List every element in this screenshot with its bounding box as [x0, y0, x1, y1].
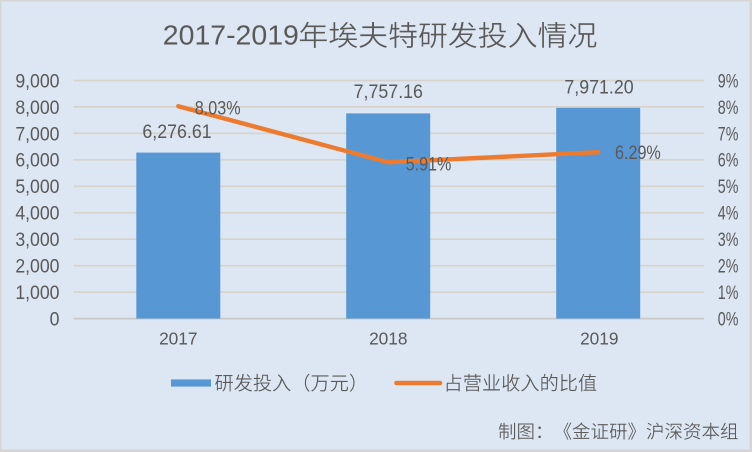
svg-text:4,000: 4,000: [15, 202, 59, 224]
svg-text:9,000: 9,000: [15, 70, 59, 92]
svg-text:2%: 2%: [718, 256, 739, 277]
svg-text:2,000: 2,000: [15, 255, 59, 277]
svg-text:7%: 7%: [718, 123, 739, 144]
svg-text:5%: 5%: [718, 176, 739, 197]
svg-text:7,757.16: 7,757.16: [354, 80, 423, 102]
svg-text:4%: 4%: [718, 203, 739, 224]
svg-text:5,000: 5,000: [15, 176, 59, 198]
svg-text:3%: 3%: [718, 229, 739, 250]
svg-text:1%: 1%: [718, 282, 739, 303]
svg-text:2019: 2019: [580, 328, 618, 348]
svg-text:5.91%: 5.91%: [406, 153, 452, 175]
svg-text:2018: 2018: [369, 328, 407, 348]
svg-text:7,971.20: 7,971.20: [564, 76, 633, 98]
svg-text:2017-2019: 2017-2019: [163, 20, 299, 50]
svg-text:3,000: 3,000: [15, 228, 59, 250]
svg-text:0: 0: [50, 308, 60, 330]
svg-text:8%: 8%: [718, 97, 739, 118]
svg-text:2017: 2017: [159, 328, 197, 348]
svg-text:9%: 9%: [718, 70, 739, 91]
svg-text:6,000: 6,000: [15, 149, 59, 171]
svg-text:8,000: 8,000: [15, 96, 59, 118]
svg-text:8.03%: 8.03%: [195, 97, 241, 119]
svg-text:1,000: 1,000: [15, 281, 59, 303]
svg-text:0%: 0%: [718, 309, 739, 330]
svg-text:7,000: 7,000: [15, 123, 59, 145]
svg-text:6%: 6%: [718, 150, 739, 171]
svg-text:6.29%: 6.29%: [615, 142, 661, 164]
svg-text:6,276.61: 6,276.61: [142, 121, 211, 143]
